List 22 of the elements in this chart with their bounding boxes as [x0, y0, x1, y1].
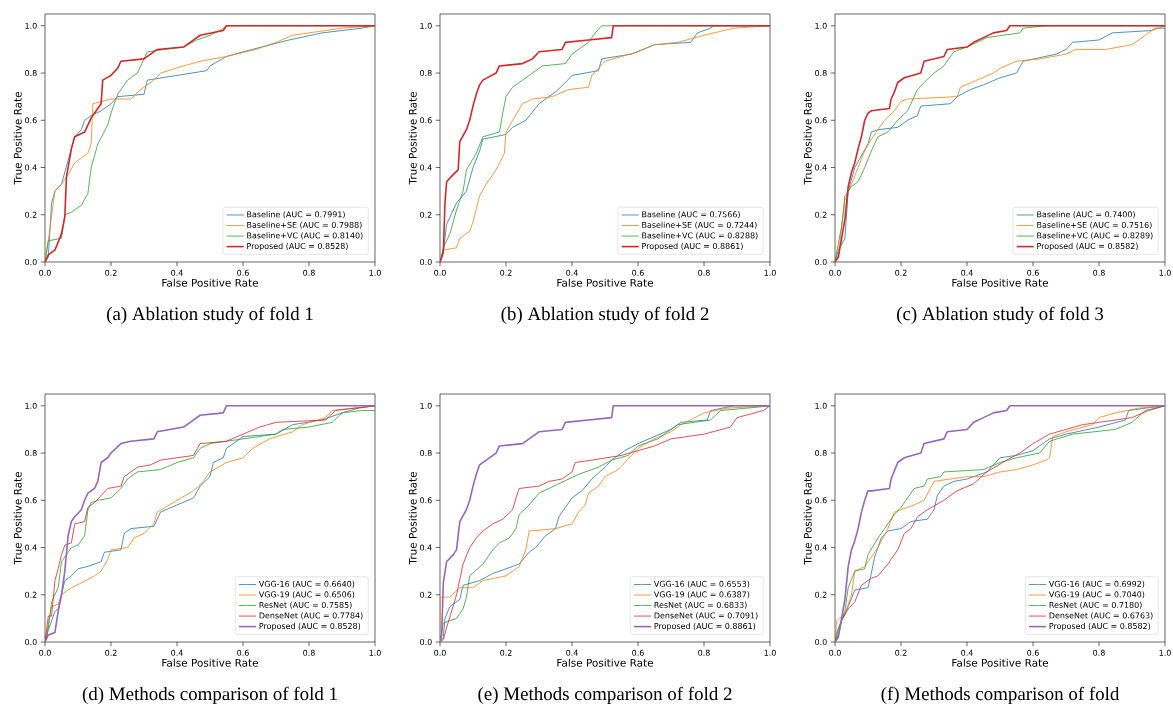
line-series: [835, 405, 1166, 642]
line-series: [45, 25, 375, 262]
text: (c) Ablation study of fold 3: [897, 306, 1104, 325]
x-axis-title: False Positive Rate: [952, 658, 1049, 667]
y-axis-title: True Positive Rate: [408, 471, 417, 565]
y-axis-title: True Positive Rate: [803, 471, 812, 565]
x-axis-title: False Positive Rate: [162, 278, 259, 287]
x-axis-title: False Positive Rate: [162, 658, 259, 667]
line-series: [440, 405, 771, 642]
text: (b) Ablation study of fold 2: [501, 306, 709, 325]
y-axis-title: True Positive Rate: [408, 91, 417, 185]
y-axis-title: True Positive Rate: [13, 471, 22, 565]
text: (d) Methods comparison of fold 1: [82, 686, 337, 705]
text: (f) Methods comparison of fold: [881, 686, 1120, 705]
line-series: [440, 25, 771, 262]
y-axis-title: True Positive Rate: [803, 91, 812, 185]
text: (a) Ablation study of fold 1: [107, 306, 313, 325]
x-axis-title: False Positive Rate: [557, 278, 654, 287]
x-axis-title: False Positive Rate: [952, 278, 1049, 287]
x-axis-title: False Positive Rate: [557, 658, 654, 667]
text: (e) Methods comparison of fold 2: [478, 686, 732, 705]
y-axis-title: True Positive Rate: [13, 91, 22, 185]
